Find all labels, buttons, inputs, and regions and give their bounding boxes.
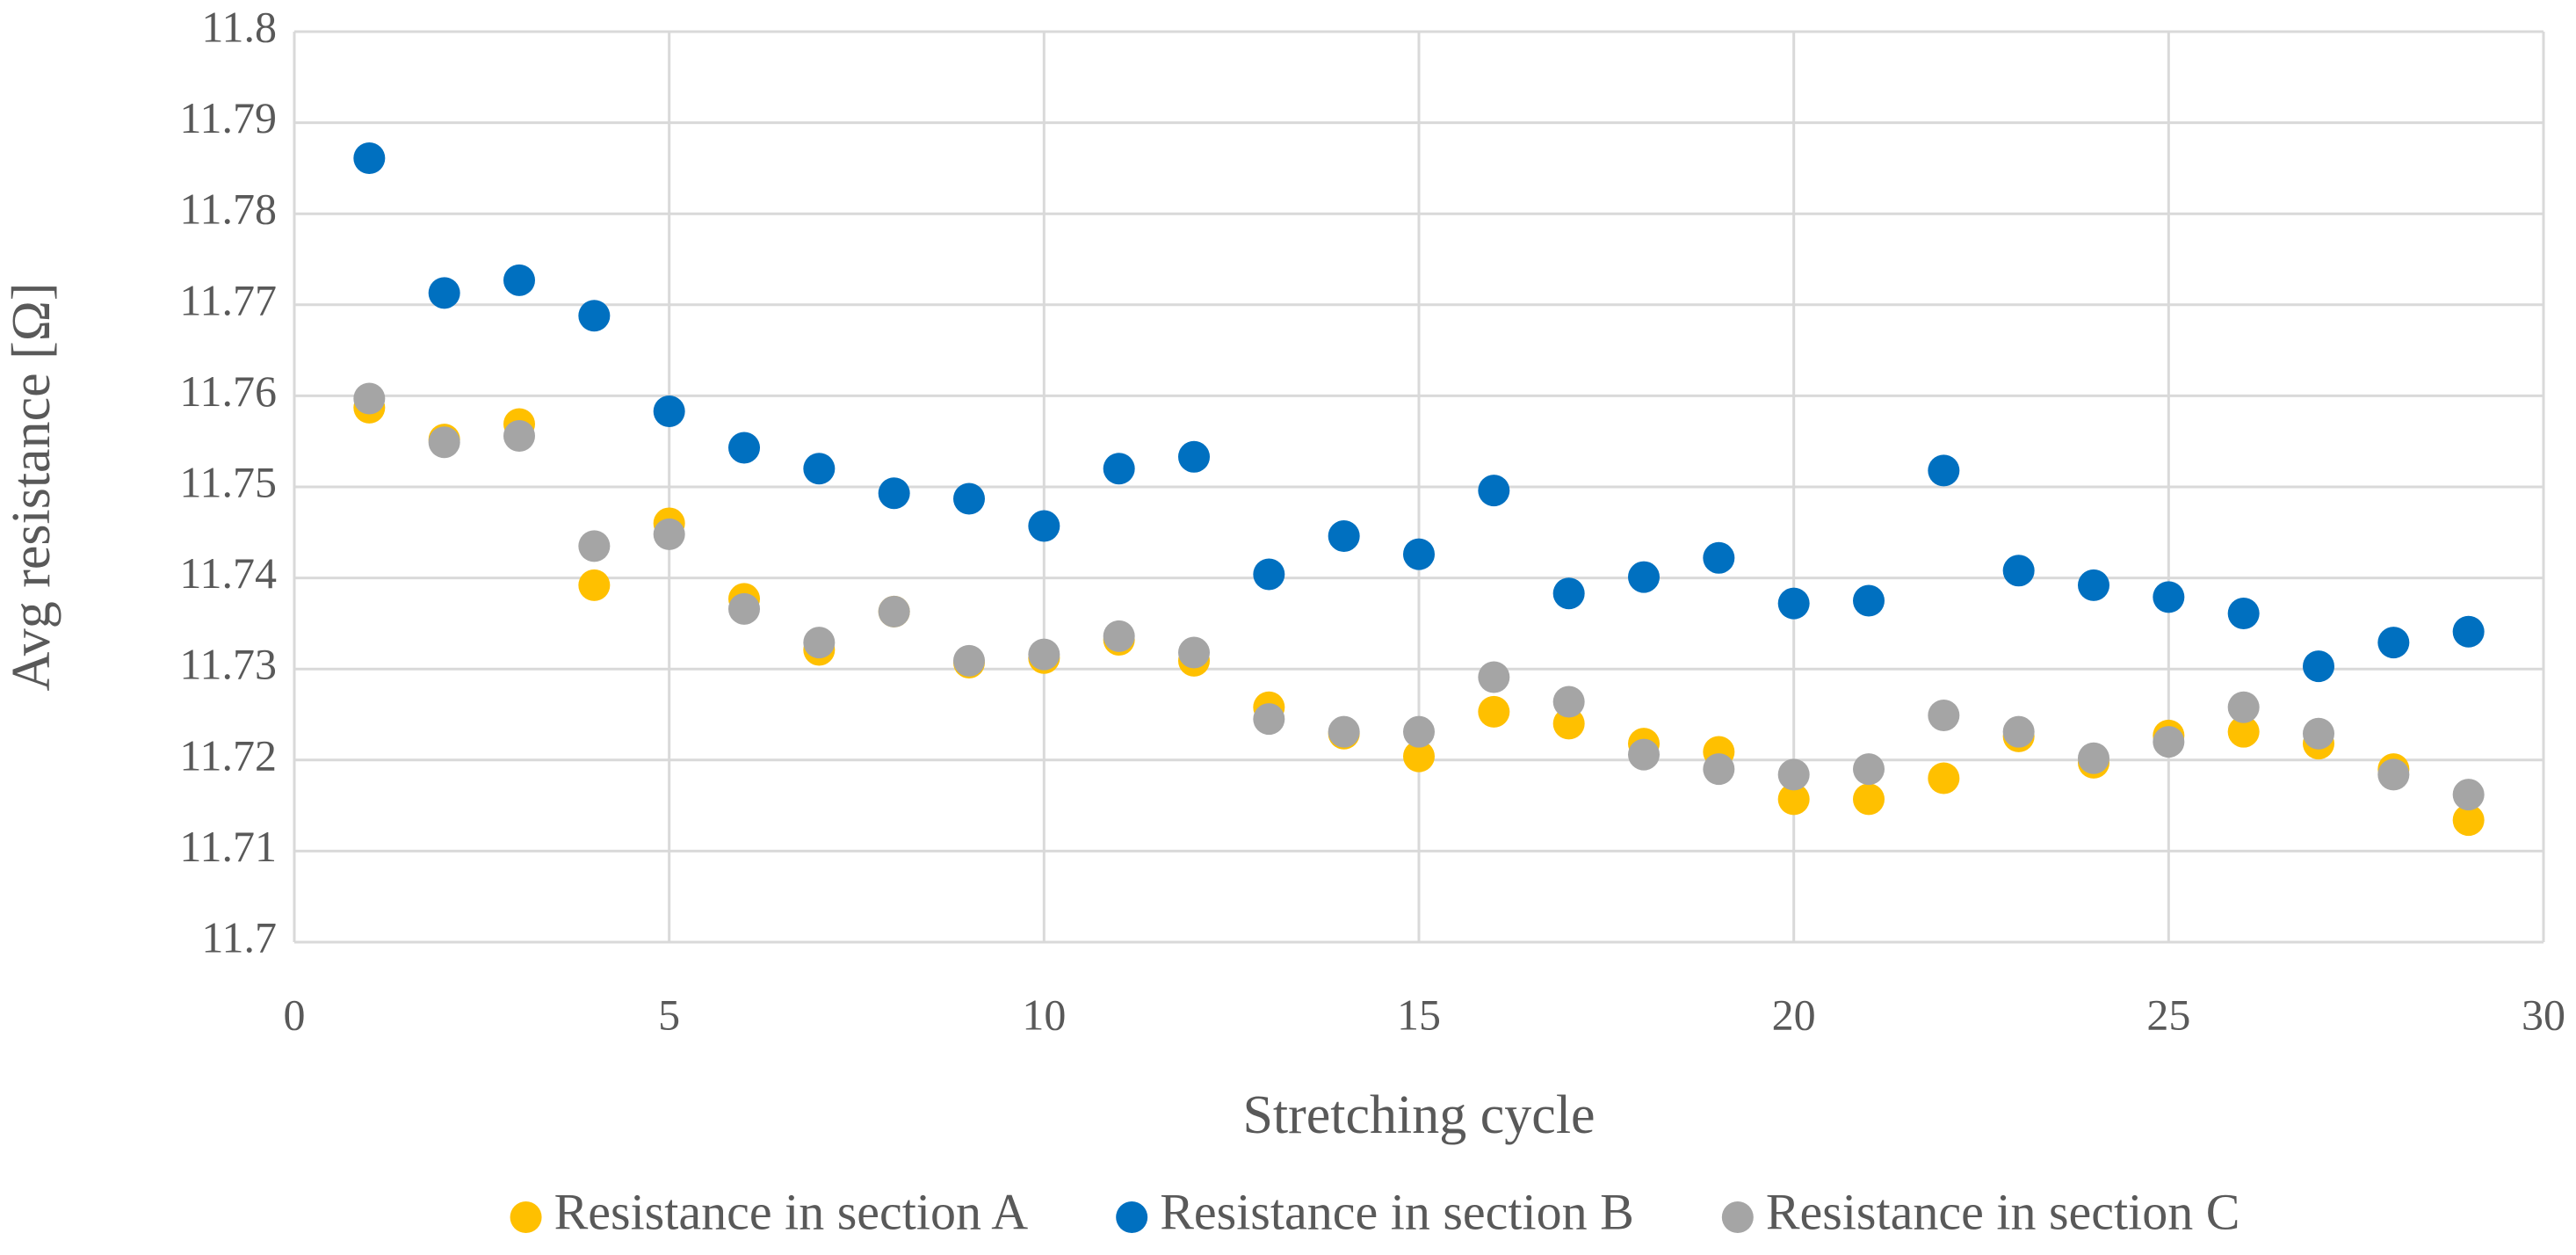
x-tick-label: 30	[2522, 990, 2565, 1039]
data-point	[1028, 638, 1060, 671]
data-point	[1403, 740, 1435, 773]
data-point	[578, 530, 611, 562]
data-point	[1777, 758, 1810, 791]
data-point	[728, 432, 760, 464]
data-point	[1328, 519, 1360, 552]
legend-marker	[510, 1201, 542, 1233]
y-tick-label: 11.71	[179, 822, 277, 871]
x-tick-label: 15	[1397, 990, 1441, 1039]
y-tick-label: 11.76	[179, 366, 277, 416]
data-point	[503, 419, 535, 452]
data-point	[1628, 561, 1660, 593]
y-axis-title: Avg resistance [Ω]	[2, 283, 62, 692]
data-point	[1853, 753, 1885, 786]
data-point	[2002, 555, 2035, 587]
data-point	[2002, 715, 2035, 748]
data-point	[1103, 453, 1135, 485]
x-tick-label: 5	[658, 990, 680, 1039]
data-point	[1103, 620, 1135, 652]
data-point	[1777, 587, 1810, 620]
data-point	[2452, 804, 2485, 837]
data-point	[1552, 686, 1585, 718]
data-point	[2452, 779, 2485, 811]
data-point	[1552, 577, 1585, 610]
data-point	[2303, 650, 2334, 683]
data-point	[1253, 703, 1285, 736]
data-point	[2452, 615, 2485, 648]
data-point	[428, 426, 460, 459]
data-point	[1928, 454, 1960, 487]
data-point	[578, 300, 611, 332]
data-point	[353, 142, 386, 175]
data-point	[1403, 715, 1435, 748]
data-point	[878, 595, 910, 628]
data-point	[2227, 691, 2260, 723]
data-point	[1628, 738, 1660, 771]
data-point	[2303, 717, 2334, 750]
data-point	[428, 277, 460, 309]
data-point	[1028, 510, 1060, 542]
data-point	[1853, 783, 1885, 816]
data-point	[1777, 783, 1810, 816]
y-tick-label: 11.8	[201, 2, 277, 51]
data-point	[1328, 715, 1360, 748]
data-point	[2153, 726, 2185, 758]
data-point	[803, 453, 836, 485]
data-point	[953, 482, 985, 515]
legend-label: Resistance in section A	[554, 1183, 1029, 1240]
data-point	[1552, 707, 1585, 740]
data-point	[578, 569, 611, 601]
data-point	[728, 592, 760, 625]
data-point	[2377, 758, 2410, 791]
data-point	[1478, 661, 1510, 693]
data-point	[2227, 715, 2260, 748]
y-tick-label: 11.74	[179, 548, 277, 598]
data-point	[1853, 584, 1885, 617]
data-point	[1403, 538, 1435, 570]
y-tick-label: 11.73	[179, 640, 277, 689]
legend-marker	[1116, 1201, 1148, 1233]
y-tick-label: 11.72	[179, 730, 277, 780]
data-point	[1178, 636, 1210, 669]
data-point	[803, 627, 836, 659]
y-tick-label: 11.78	[179, 185, 277, 234]
x-tick-label: 10	[1022, 990, 1066, 1039]
data-point	[1703, 541, 1735, 574]
data-point	[2377, 627, 2410, 659]
data-point	[653, 395, 685, 428]
x-tick-label: 25	[2146, 990, 2190, 1039]
y-tick-label: 11.75	[179, 457, 277, 506]
legend-marker	[1721, 1201, 1754, 1233]
x-tick-label: 0	[284, 990, 306, 1039]
data-point	[653, 518, 685, 550]
data-point	[1478, 695, 1510, 728]
data-point	[1703, 753, 1735, 786]
data-point	[1178, 440, 1210, 473]
data-point	[2078, 742, 2109, 774]
data-point	[2078, 569, 2109, 601]
data-point	[2227, 598, 2260, 630]
data-point	[878, 477, 910, 510]
data-point	[1928, 700, 1960, 732]
data-point	[2153, 581, 2185, 613]
y-tick-label: 11.77	[179, 275, 277, 324]
legend-label: Resistance in section B	[1160, 1183, 1634, 1240]
y-tick-label: 11.79	[179, 93, 277, 142]
x-tick-label: 20	[1772, 990, 1816, 1039]
data-point	[1253, 558, 1285, 591]
y-tick-label: 11.7	[201, 912, 277, 961]
data-point	[353, 382, 386, 415]
data-point	[953, 644, 985, 677]
data-point	[1478, 475, 1510, 507]
x-axis-title: Stretching cycle	[1242, 1085, 1595, 1145]
data-point	[1928, 762, 1960, 794]
legend-label: Resistance in section C	[1766, 1183, 2240, 1240]
data-point	[503, 264, 535, 296]
